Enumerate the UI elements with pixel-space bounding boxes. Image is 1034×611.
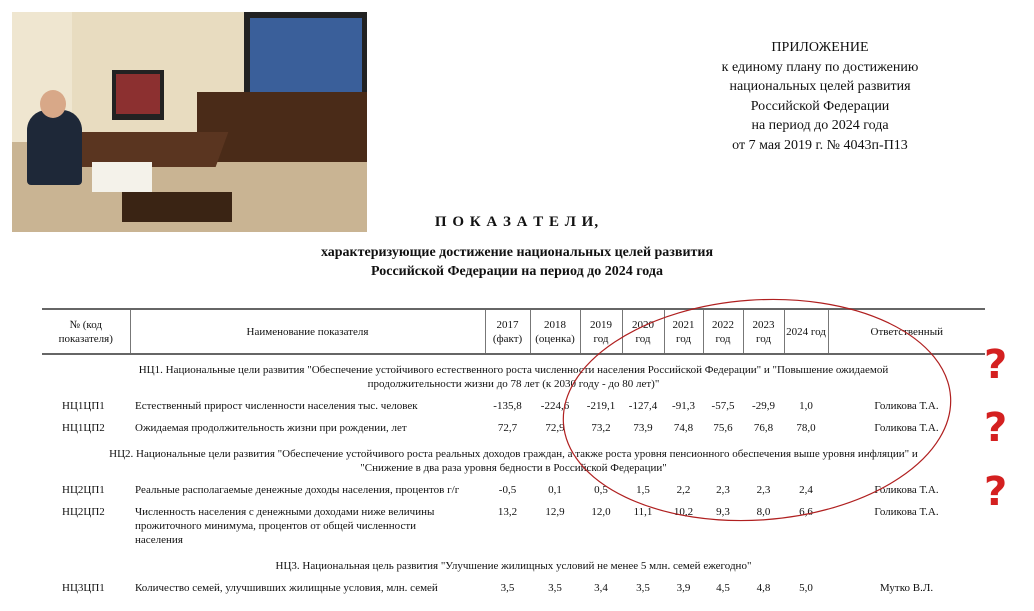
subtitle-line: Российской Федерации на период до 2024 г…	[371, 264, 663, 279]
column-header: 2021 год	[663, 308, 703, 355]
indicator-value: -219,1	[586, 400, 616, 412]
indicator-value: 72,7	[497, 422, 518, 434]
subtitle-line: характеризующие достижение национальных …	[320, 245, 714, 260]
indicator-value: 3,4	[594, 582, 608, 594]
appendix-title: ПРИЛОЖЕНИЕ	[771, 40, 869, 55]
indicator-value: 8,0	[756, 506, 771, 518]
indicator-value: 73,9	[633, 422, 653, 434]
section-title: НЦ2. Национальные цели развития "Обеспеч…	[109, 448, 918, 474]
section-title: НЦ3. Национальная цель развития "Улучшен…	[275, 560, 752, 572]
column-header: 2022 год	[702, 308, 743, 355]
doc-subtitle: характеризующие достижение национальных …	[0, 243, 1034, 281]
indicator-value: 74,8	[673, 422, 694, 434]
responsible-person: Голикова Т.А.	[874, 506, 939, 518]
doc-title: П О К А З А Т Е Л И,	[434, 214, 600, 230]
indicator-value: 73,2	[591, 422, 611, 434]
question-mark-icon: ?	[984, 469, 1008, 515]
indicator-code: НЦ2ЦП2	[62, 506, 105, 518]
question-mark-icon: ?	[984, 405, 1008, 451]
indicator-value: 78,0	[796, 422, 816, 434]
column-header: 2020 год	[621, 308, 664, 355]
indicator-value: 3,5	[500, 582, 515, 594]
indicator-value: 4,5	[716, 582, 730, 594]
indicator-value: -135,8	[493, 400, 522, 412]
column-header: Ответственный	[827, 308, 985, 355]
column-header: 2024 год	[783, 308, 828, 355]
responsible-person: Голикова Т.А.	[874, 422, 939, 434]
table-row: НЦ2ЦП1 Реальные располагаемые денежные до…	[42, 479, 985, 501]
responsible-person: Мутко В.Л.	[879, 582, 934, 594]
table-header: № (код показателя) Наименование показател…	[42, 308, 985, 355]
column-header: 2023 год	[742, 308, 784, 355]
question-mark-icon: ?	[984, 342, 1008, 388]
column-header: 2018 (оценка)	[529, 308, 580, 355]
indicator-value: -224,6	[540, 400, 570, 412]
indicator-name: Естественный прирост численности населен…	[135, 400, 418, 412]
indicator-name: Реальные располагаемые денежные доходы н…	[135, 484, 460, 496]
appendix-line: на период до 2024 года	[751, 118, 889, 133]
indicator-value: -57,5	[711, 400, 735, 412]
section-title: НЦ1. Национальные цели развития "Обеспеч…	[138, 364, 889, 390]
indicator-code: НЦ3ЦП1	[62, 582, 105, 594]
appendix-line: к единому плану по достижению	[721, 59, 919, 75]
indicator-value: 12,0	[591, 506, 611, 518]
column-header: № (код показателя)	[42, 308, 130, 355]
indicator-value: 2,2	[676, 484, 691, 496]
appendix-header: ПРИЛОЖЕНИЕ к единому плану по достижению…	[680, 38, 960, 155]
indicator-name: Численность населения с денежными дохода…	[135, 506, 435, 546]
indicator-value: 3,9	[676, 582, 691, 594]
indicator-value: 0,5	[594, 484, 608, 496]
column-header: 2017 (факт)	[484, 308, 530, 355]
indicator-value: 9,3	[716, 506, 730, 518]
section-row: НЦ2. Национальные цели развития "Обеспеч…	[42, 439, 985, 479]
indicator-value: -0,5	[498, 484, 517, 496]
indicators-table: № (код показателя) Наименование показател…	[42, 308, 985, 599]
indicator-name: Количество семей, улучшивших жилищные ус…	[135, 582, 438, 594]
appendix-date: от 7 мая 2019 г. № 4043п-П13	[732, 137, 908, 153]
section-row: НЦ3. Национальная цель развития "Улучшен…	[42, 551, 985, 577]
indicator-value: 76,8	[753, 422, 774, 434]
appendix-line: национальных целей развития	[729, 79, 911, 94]
indicator-value: 2,3	[716, 484, 730, 496]
indicator-value: 3,5	[636, 582, 650, 594]
table-row: НЦ3ЦП1 Количество семей, улучшивших жилищ…	[42, 577, 985, 599]
indicator-value: 11,1	[633, 506, 653, 518]
indicator-value: 0,1	[548, 484, 562, 496]
meeting-photo	[12, 12, 367, 232]
indicator-value: 5,0	[799, 582, 813, 594]
indicator-value: -29,9	[752, 400, 775, 412]
indicator-value: 4,8	[756, 582, 771, 594]
indicator-value: 2,4	[799, 484, 813, 496]
column-header: 2019 год	[579, 308, 622, 355]
indicator-value: 2,3	[756, 484, 771, 496]
indicator-value: 3,5	[548, 582, 562, 594]
responsible-person: Голикова Т.А.	[874, 484, 939, 496]
indicator-value: 72,9	[545, 422, 565, 434]
responsible-person: Голикова Т.А.	[874, 400, 939, 412]
indicator-value: -127,4	[628, 400, 658, 412]
highlight-ellipse	[562, 298, 952, 522]
table-row: НЦ1ЦП2 Ожидаемая продолжительность жизни …	[42, 417, 985, 439]
indicator-value: 12,9	[545, 506, 565, 518]
indicator-name: Ожидаемая продолжительность жизни при ро…	[135, 422, 407, 434]
indicator-code: НЦ1ЦП2	[62, 422, 105, 434]
section-row: НЦ1. Национальные цели развития "Обеспеч…	[42, 354, 985, 395]
indicator-code: НЦ1ЦП1	[62, 400, 105, 412]
indicator-value: 13,2	[497, 506, 518, 518]
indicator-value: 1,5	[636, 484, 650, 496]
table-row: НЦ1ЦП1 Естественный прирост численности н…	[42, 395, 985, 417]
column-header: Наименование показателя	[129, 308, 485, 355]
appendix-line: Российской Федерации	[750, 98, 890, 114]
indicator-value: -91,3	[672, 400, 695, 412]
indicator-value: 75,6	[713, 422, 733, 434]
table-row: НЦ2ЦП2 Численность населения с денежными …	[42, 501, 985, 551]
indicator-value: 1,0	[799, 400, 813, 412]
indicator-code: НЦ2ЦП1	[62, 484, 105, 496]
